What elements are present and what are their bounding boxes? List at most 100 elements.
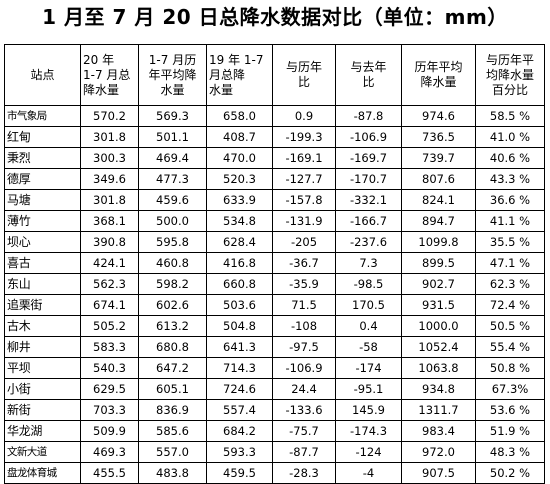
table-cell: 41.0 % (475, 126, 545, 148)
table-cell: -131.9 (272, 210, 336, 232)
table-cell: 605.1 (138, 378, 207, 400)
table-cell: 629.5 (80, 378, 139, 400)
table-cell: 455.5 (80, 462, 139, 484)
table-row: 秉烈 300.3 469.4 470.0 -169.1 -169.7 739.7 40.6 % (4, 147, 545, 169)
table-cell: 583.3 (80, 336, 139, 358)
table-cell: 368.1 (80, 210, 139, 232)
table-cell: 51.9 % (475, 420, 545, 442)
station-name-cell: 红甸 (4, 126, 81, 148)
table-row: 红甸 301.8 501.1 408.7 -199.3 -106.9 736.5 41.0 % (4, 126, 545, 148)
table-cell: -87.8 (335, 105, 402, 127)
table-cell: 0.9 (272, 105, 336, 127)
table-cell: 53.6 % (475, 399, 545, 421)
table-row: 马塘 301.8 459.6 633.9 -157.8 -332.1 824.1 36.6 % (4, 189, 545, 211)
column-header: 与历年平 均降水量 百分比 (475, 44, 545, 106)
column-header: 与历年比 (272, 44, 336, 106)
station-name-cell: 平坝 (4, 357, 81, 379)
table-cell: 505.2 (80, 315, 139, 337)
column-header: 20 年 1-7 月总 降水量 (80, 44, 139, 106)
table-cell: 40.6 % (475, 147, 545, 169)
table-cell: 660.8 (206, 273, 273, 295)
station-name-cell: 文新大道 (4, 441, 81, 463)
table-cell: 1063.8 (401, 357, 476, 379)
table-cell: 424.1 (80, 252, 139, 274)
table-cell: -36.7 (272, 252, 336, 274)
table-row: 市气象局 570.2 569.3 658.0 0.9 -87.8 974.6 58.5 % (4, 105, 545, 127)
table-cell: -75.7 (272, 420, 336, 442)
table-row: 柳井 583.3 680.8 641.3 -97.5 -58 1052.4 55.4 % (4, 336, 545, 358)
table-cell: -127.7 (272, 168, 336, 190)
table-cell: 50.8 % (475, 357, 545, 379)
table-cell: 145.9 (335, 399, 402, 421)
table-row: 文新大道 469.3 557.0 593.3 -87.7 -124 972.0 48.3 % (4, 441, 545, 463)
table-cell: -169.1 (272, 147, 336, 169)
table-cell: -133.6 (272, 399, 336, 421)
table-cell: 509.9 (80, 420, 139, 442)
table-cell: 613.2 (138, 315, 207, 337)
table-cell: 41.1 % (475, 210, 545, 232)
table-cell: 71.5 (272, 294, 336, 316)
station-name-cell: 马塘 (4, 189, 81, 211)
table-cell: 503.6 (206, 294, 273, 316)
table-cell: 301.8 (80, 126, 139, 148)
station-name-cell: 小街 (4, 378, 81, 400)
table-cell: 72.4 % (475, 294, 545, 316)
table-cell: 390.8 (80, 231, 139, 253)
table-cell: -166.7 (335, 210, 402, 232)
table-cell: 36.6 % (475, 189, 545, 211)
station-name-cell: 新街 (4, 399, 81, 421)
table-cell: 7.3 (335, 252, 402, 274)
table-cell: 641.3 (206, 336, 273, 358)
table-cell: 1099.8 (401, 231, 476, 253)
table-cell: -174.3 (335, 420, 402, 442)
table-cell: 0.4 (335, 315, 402, 337)
table-cell: 658.0 (206, 105, 273, 127)
table-cell: 907.5 (401, 462, 476, 484)
table-cell: 301.8 (80, 189, 139, 211)
table-cell: 931.5 (401, 294, 476, 316)
table-cell: 674.1 (80, 294, 139, 316)
column-header: 与去年比 (335, 44, 402, 106)
table-cell: 469.3 (80, 441, 139, 463)
column-header: 历年平均 降水量 (401, 44, 476, 106)
table-cell: 416.8 (206, 252, 273, 274)
precipitation-table: 站点 20 年 1-7 月总 降水量 1-7 月历 年平均降 水量 19 年 1-7 月总降 水量… (4, 44, 545, 484)
table-cell: 48.3 % (475, 441, 545, 463)
table-cell: 62.3 % (475, 273, 545, 295)
table-cell: 934.8 (401, 378, 476, 400)
table-row: 小街 629.5 605.1 724.6 24.4 -95.1 934.8 67.3% (4, 378, 545, 400)
table-cell: 902.7 (401, 273, 476, 295)
station-name-cell: 薄竹 (4, 210, 81, 232)
station-name-cell: 喜古 (4, 252, 81, 274)
table-cell: 633.9 (206, 189, 273, 211)
table-cell: 1311.7 (401, 399, 476, 421)
station-name-cell: 追栗街 (4, 294, 81, 316)
table-cell: 58.5 % (475, 105, 545, 127)
table-cell: 50.2 % (475, 462, 545, 484)
station-name-cell: 盘龙体育城 (4, 462, 81, 484)
table-cell: 460.8 (138, 252, 207, 274)
table-cell: 703.3 (80, 399, 139, 421)
table-row: 薄竹 368.1 500.0 534.8 -131.9 -166.7 894.7 41.1 % (4, 210, 545, 232)
table-cell: 807.6 (401, 168, 476, 190)
table-cell: 680.8 (138, 336, 207, 358)
table-cell: 894.7 (401, 210, 476, 232)
table-cell: 585.6 (138, 420, 207, 442)
station-name-cell: 东山 (4, 273, 81, 295)
table-cell: 349.6 (80, 168, 139, 190)
table-cell: 557.4 (206, 399, 273, 421)
table-cell: 570.2 (80, 105, 139, 127)
table-cell: 408.7 (206, 126, 273, 148)
table-cell: 598.2 (138, 273, 207, 295)
table-cell: 50.5 % (475, 315, 545, 337)
table-cell: -205 (272, 231, 336, 253)
station-name-cell: 德厚 (4, 168, 81, 190)
table-row: 德厚 349.6 477.3 520.3 -127.7 -170.7 807.6 43.3 % (4, 168, 545, 190)
table-cell: 602.6 (138, 294, 207, 316)
table-row: 坝心 390.8 595.8 628.4 -205 -237.6 1099.8 35.5 % (4, 231, 545, 253)
table-cell: 520.3 (206, 168, 273, 190)
page-title: 1 月至 7 月 20 日总降水数据对比（单位：mm） (42, 5, 508, 29)
table-cell: 724.6 (206, 378, 273, 400)
station-name-cell: 华龙湖 (4, 420, 81, 442)
table-cell: 569.3 (138, 105, 207, 127)
